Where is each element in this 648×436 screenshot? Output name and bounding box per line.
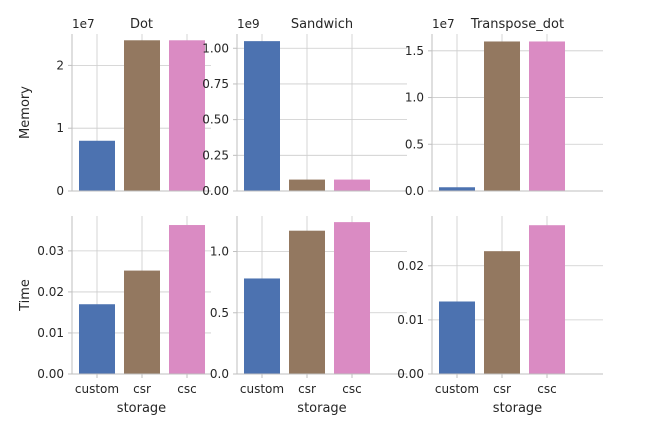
bar-csr [124, 40, 160, 191]
bar-csc [334, 179, 370, 191]
x-tick-label: csc [342, 382, 361, 396]
bar-csc [169, 40, 205, 191]
bar-custom [244, 41, 280, 191]
x-tick-label: csr [493, 382, 511, 396]
panel-title: Sandwich [291, 17, 353, 32]
panel-time-sandwich: 0.0 0.5 1.0 custom csr csc storage [210, 216, 407, 416]
bar-custom [79, 140, 115, 191]
panel-title: Transpose_dot [470, 17, 564, 32]
y-tick-label: 1.0 [210, 245, 229, 259]
bar-csr [484, 251, 520, 374]
panel-time-transpose_dot: 0.00 0.01 0.02 custom csr csc storage [397, 216, 603, 416]
y-tick-label: 1 [56, 121, 64, 135]
x-tick-label: custom [240, 382, 284, 396]
panel-title: Dot [130, 17, 153, 32]
bar-csr [289, 230, 325, 374]
y-tick-label: 0 [56, 184, 64, 198]
x-axis-label: storage [117, 401, 166, 416]
y-tick-label: 0.75 [202, 77, 229, 91]
panel-time-dot: 0.00 0.01 0.02 0.03 custom csr csc storage Time [18, 216, 211, 416]
y-tick-label: 0.01 [397, 313, 424, 327]
y-tick-label: 0.0 [210, 367, 229, 381]
x-tick-label: csr [133, 382, 151, 396]
y-tick-label: 0.03 [37, 244, 64, 258]
y-axis-label: Memory [18, 86, 33, 139]
panel-memory-transpose_dot: 0.0 0.5 1.0 1.5 Transpose_dot 1e7 [405, 17, 603, 198]
x-tick-label: csc [177, 382, 196, 396]
bar-csc [169, 225, 205, 374]
panel-memory-dot: 0 1 2 Memory Dot 1e7 [18, 17, 211, 198]
y-tick-label: 0.00 [202, 184, 229, 198]
bar-csc [529, 41, 565, 191]
x-tick-label: csr [298, 382, 316, 396]
panel-memory-sandwich: 0.00 0.25 0.50 0.75 1.00 Sandwich 1e9 [202, 17, 407, 198]
bar-custom [439, 301, 475, 374]
y-tick-label: 1.0 [405, 91, 424, 105]
bar-csr [124, 270, 160, 374]
bar-csr [484, 41, 520, 191]
y-tick-label: 0.02 [397, 259, 424, 273]
y-tick-label: 0.01 [37, 326, 64, 340]
x-tick-label: custom [75, 382, 119, 396]
bar-custom [439, 187, 475, 191]
bar-csr [289, 179, 325, 191]
bar-csc [529, 225, 565, 374]
y-tick-label: 0.5 [405, 137, 424, 151]
y-tick-label: 0.00 [37, 367, 64, 381]
y-tick-label: 2 [56, 58, 64, 72]
bar-csc [334, 222, 370, 374]
bar-custom [244, 278, 280, 374]
y-tick-label: 0.5 [210, 306, 229, 320]
x-axis-label: storage [297, 401, 346, 416]
axis-offset-label: 1e9 [237, 17, 260, 31]
bar-custom [79, 304, 115, 374]
y-tick-label: 1.00 [202, 41, 229, 55]
y-tick-label: 1.5 [405, 44, 424, 58]
y-tick-label: 0.0 [405, 184, 424, 198]
x-tick-label: csc [537, 382, 556, 396]
y-tick-label: 0.25 [202, 148, 229, 162]
x-axis-label: storage [493, 401, 542, 416]
axis-offset-label: 1e7 [72, 17, 95, 31]
y-tick-label: 0.00 [397, 367, 424, 381]
y-axis-label: Time [18, 279, 33, 312]
axis-offset-label: 1e7 [432, 17, 455, 31]
y-tick-label: 0.02 [37, 285, 64, 299]
x-tick-label: custom [435, 382, 479, 396]
y-tick-label: 0.50 [202, 113, 229, 127]
